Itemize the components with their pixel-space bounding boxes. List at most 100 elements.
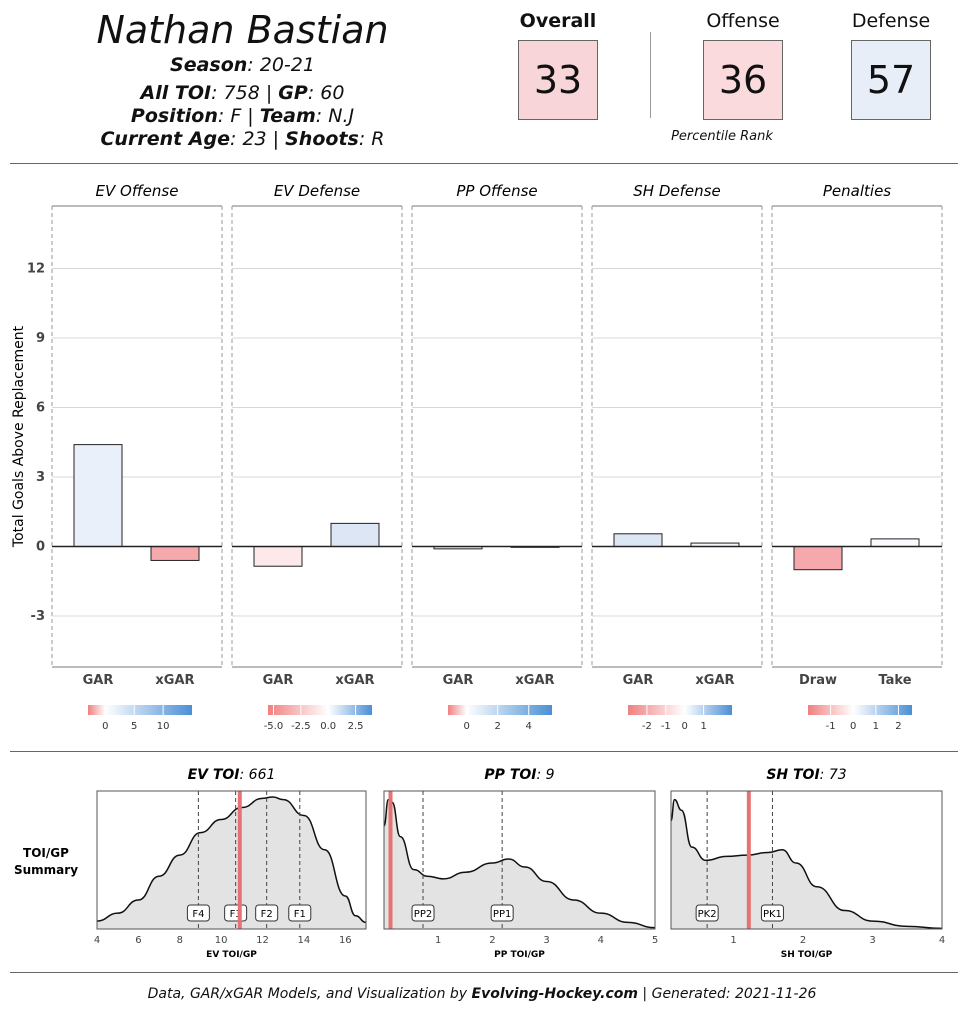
toi-panel-title: SH TOI: 73: [766, 767, 846, 783]
density-area: [384, 799, 655, 929]
line-marker-label: F2: [261, 909, 273, 920]
footer-site: Evolving-Hockey.com: [471, 986, 638, 1002]
chart-divider: [10, 751, 958, 752]
age-value: 23: [242, 128, 267, 150]
bar-xgar: [150, 546, 200, 561]
panel-title: EV Offense: [96, 182, 179, 200]
shoots-value: R: [371, 128, 385, 150]
team-value: N.J: [328, 105, 355, 127]
footer-divider: [10, 972, 958, 973]
x-tick-label: 14: [298, 935, 311, 946]
x-tick-label: GAR: [83, 673, 114, 688]
toi-title-label: PP TOI: [484, 767, 536, 783]
scale-tick-label: -1: [661, 721, 671, 732]
line-marker-box: [760, 904, 784, 922]
bar-take: [870, 538, 920, 548]
bar-gar: [253, 546, 303, 567]
overall-score-box: 33: [518, 40, 598, 120]
x-tick-label: 16: [339, 935, 352, 946]
toi-x-axis-label: EV TOI/GP: [206, 950, 257, 960]
x-tick-label: xGAR: [515, 673, 554, 688]
density-curve: [96, 796, 367, 924]
density-area: [671, 799, 942, 929]
scale-tick-label: -5.0: [264, 721, 284, 732]
density-area: [97, 797, 366, 929]
scale-tick-label: 4: [526, 721, 532, 732]
bar-xgar: [330, 522, 380, 548]
scale-tick-label: -2: [642, 721, 652, 732]
bar-gar: [73, 444, 123, 548]
line-marker-label: F1: [294, 909, 306, 920]
scale-tick-label: 1: [873, 721, 879, 732]
toi-x-axis-label: PP TOI/GP: [494, 950, 545, 960]
toi-panel-frame: [670, 790, 943, 930]
panel-title: PP Offense: [456, 182, 537, 200]
defense-label: Defense: [851, 10, 931, 32]
scale-tick-label: 0: [102, 721, 108, 732]
position-label: Position: [130, 105, 218, 127]
color-scale-bar: [808, 705, 912, 715]
scale-tick-label: 0: [682, 721, 688, 732]
x-tick-label: 6: [135, 935, 141, 946]
toi-title-label: SH TOI: [766, 767, 819, 783]
gp-value: 60: [320, 82, 345, 104]
position-line: Position: F | Team: N.J: [130, 105, 355, 127]
age-line: Current Age: 23 | Shoots: R: [100, 128, 385, 150]
line-marker-label: PP2: [414, 909, 432, 920]
x-tick-label: 5: [652, 935, 658, 946]
toi-panel-frame: [96, 790, 367, 930]
line-marker-box: [255, 904, 279, 922]
panel-title: SH Defense: [633, 182, 720, 200]
scale-tick-label: 0.0: [320, 721, 336, 732]
bar-gar: [613, 533, 663, 548]
scale-tick-label: -2.5: [291, 721, 311, 732]
x-tick-label: xGAR: [335, 673, 374, 688]
x-tick-label: GAR: [263, 673, 294, 688]
header-divider: [10, 163, 958, 164]
player-name: Nathan Bastian: [96, 8, 389, 52]
y-tick-label: 9: [36, 331, 45, 346]
overall-label: Overall: [519, 10, 597, 32]
x-tick-label: 4: [939, 935, 945, 946]
scale-tick-label: 0: [463, 721, 469, 732]
season-line: Season: 20-21: [170, 54, 315, 76]
line-marker-box: [411, 904, 435, 922]
gp-label: GP: [278, 82, 308, 104]
color-scale-bar: [448, 705, 552, 715]
scale-tick-label: 0: [850, 721, 856, 732]
color-scale-bar: [88, 705, 192, 715]
scale-tick-label: 5: [131, 721, 137, 732]
footer-credit: Data, GAR/xGAR Models, and Visualization…: [0, 986, 964, 1002]
line-marker-label: PK1: [763, 909, 782, 920]
line-marker-box: [490, 904, 514, 922]
density-curve: [383, 798, 656, 929]
line-marker-label: PK2: [698, 909, 717, 920]
footer-prefix: Data, GAR/xGAR Models, and Visualization…: [147, 986, 468, 1002]
scale-tick-label: 2.5: [348, 721, 364, 732]
x-tick-label: 10: [215, 935, 228, 946]
panel-title: EV Defense: [274, 182, 360, 200]
scale-tick-label: -1: [826, 721, 836, 732]
y-tick-label: 3: [36, 470, 45, 485]
score-divider: [650, 32, 651, 118]
panel-title: Penalties: [823, 182, 891, 200]
age-label: Current Age: [100, 128, 230, 150]
x-tick-label: 3: [543, 935, 549, 946]
toi-summary-label-line2: Summary: [14, 863, 78, 877]
bar-draw: [793, 546, 843, 571]
toi-line: All TOI: 758 | GP: 60: [140, 82, 345, 104]
season-label: Season: [170, 54, 248, 76]
season-value: 20-21: [259, 54, 315, 76]
line-marker-box: [186, 904, 210, 922]
toi-title-value: : 9: [536, 767, 554, 783]
toi-title-value: : 73: [820, 767, 847, 783]
offense-label: Offense: [706, 10, 780, 32]
line-marker-label: F4: [192, 909, 204, 920]
x-tick-label: GAR: [443, 673, 474, 688]
color-scale-bar: [628, 705, 732, 715]
percentile-rank-label: Percentile Rank: [671, 129, 773, 144]
y-tick-label: 6: [36, 401, 45, 416]
x-tick-label: GAR: [623, 673, 654, 688]
toi-label: All TOI: [140, 82, 212, 104]
